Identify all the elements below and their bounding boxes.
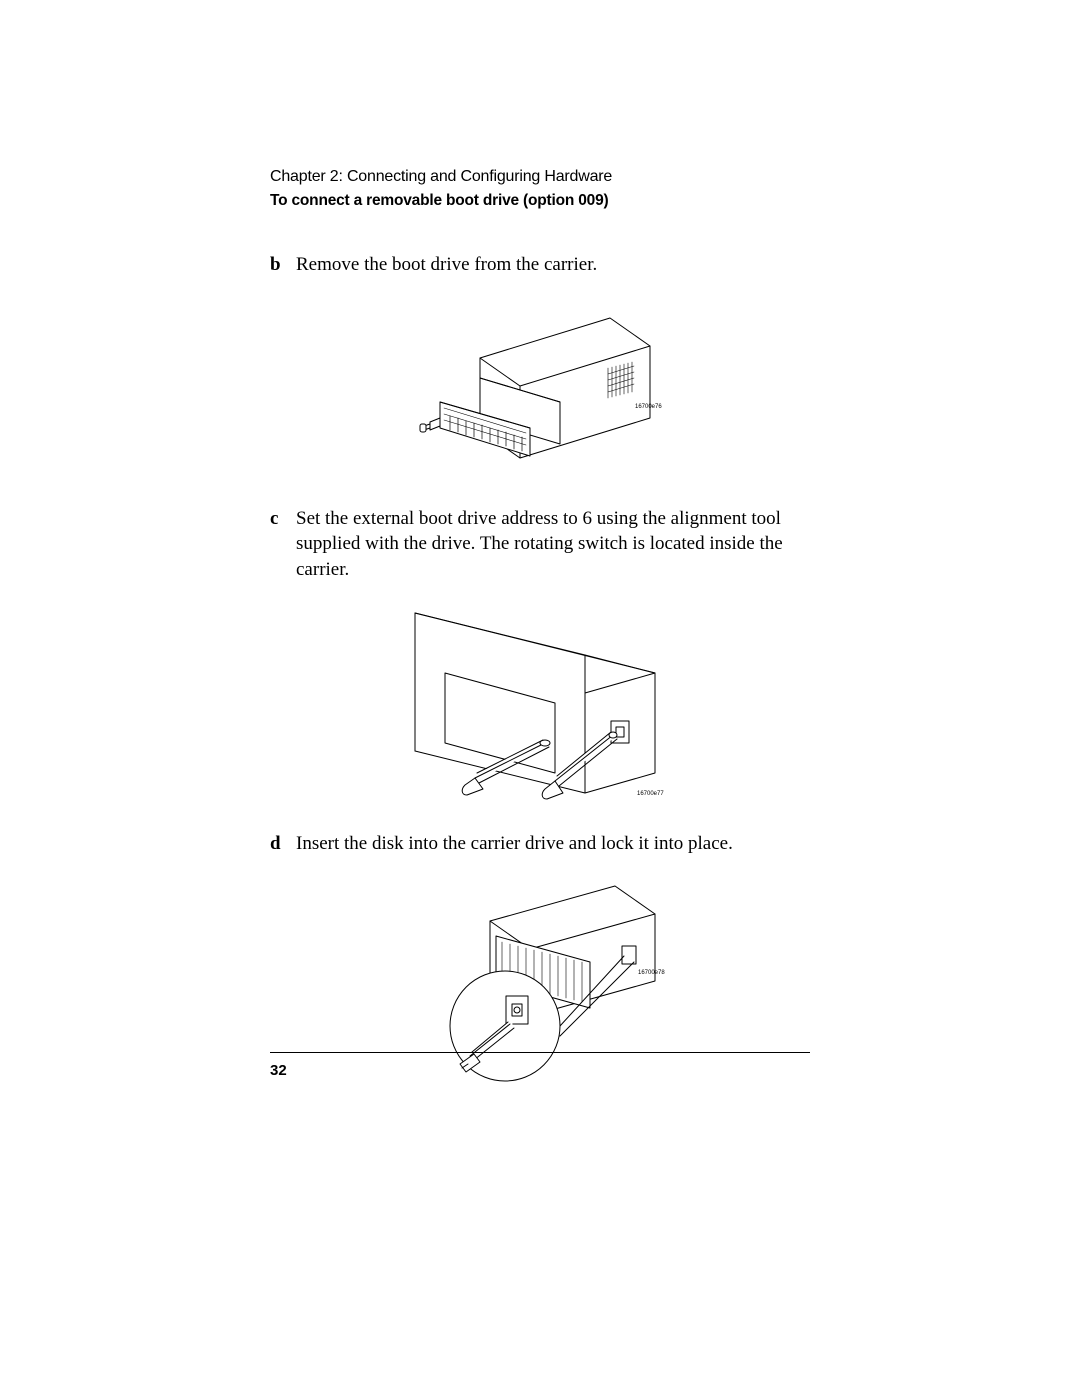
step-c-letter: c bbox=[270, 506, 296, 583]
figure-b: 16700e76 bbox=[270, 298, 810, 478]
step-d: d Insert the disk into the carrier drive… bbox=[270, 831, 810, 857]
step-d-letter: d bbox=[270, 831, 296, 857]
figure-d-code: 16700e78 bbox=[638, 970, 665, 976]
step-b-letter: b bbox=[270, 252, 296, 278]
step-b-text: Remove the boot drive from the carrier. bbox=[296, 252, 810, 278]
drive-carrier-remove-illustration: 16700e76 bbox=[410, 298, 670, 478]
step-c: c Set the external boot drive address to… bbox=[270, 506, 810, 583]
page-content: Chapter 2: Connecting and Configuring Ha… bbox=[270, 168, 810, 1114]
chapter-heading: Chapter 2: Connecting and Configuring Ha… bbox=[270, 168, 810, 186]
section-subtitle: To connect a removable boot drive (optio… bbox=[270, 192, 810, 210]
step-c-text: Set the external boot drive address to 6… bbox=[296, 506, 810, 583]
footer-rule bbox=[270, 1052, 810, 1053]
lock-disk-illustration: 16700e78 bbox=[410, 876, 670, 1086]
figure-c: 16700e77 bbox=[270, 603, 810, 803]
figure-b-code: 16700e76 bbox=[635, 404, 662, 410]
figure-d: 16700e78 bbox=[270, 876, 810, 1086]
page-number: 32 bbox=[270, 1062, 287, 1079]
step-b: b Remove the boot drive from the carrier… bbox=[270, 252, 810, 278]
alignment-tool-illustration: 16700e77 bbox=[405, 603, 675, 803]
figure-c-code: 16700e77 bbox=[637, 791, 664, 797]
step-d-text: Insert the disk into the carrier drive a… bbox=[296, 831, 810, 857]
